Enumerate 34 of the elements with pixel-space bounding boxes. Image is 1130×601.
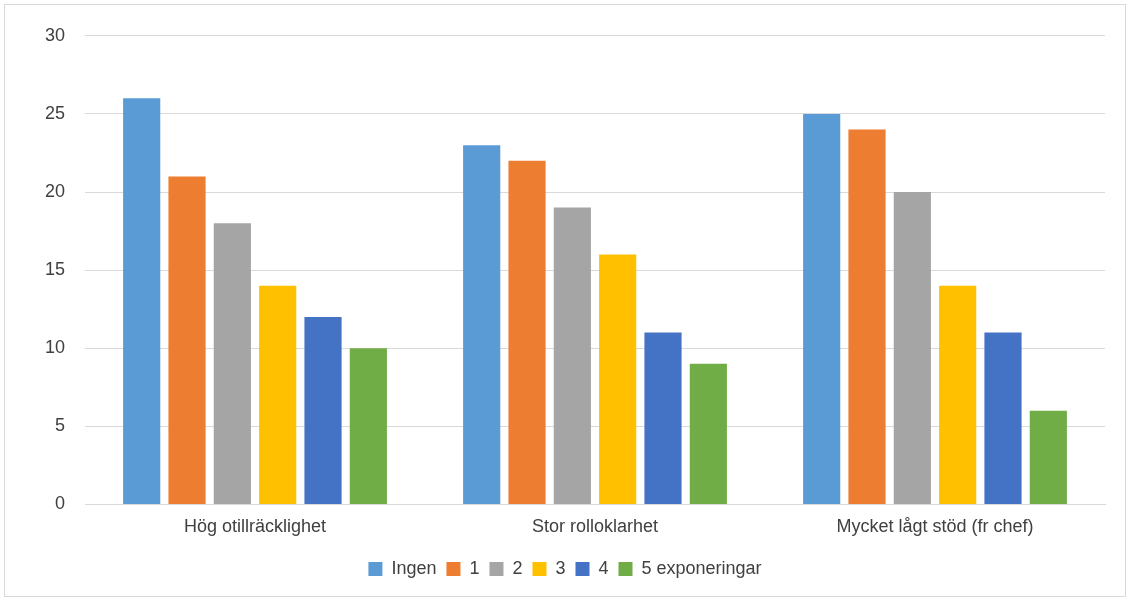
y-tick-label: 5 [55, 415, 66, 436]
bar [123, 98, 161, 504]
x-tick-label: Hög otillräcklighet [183, 516, 327, 537]
bar [893, 192, 931, 504]
legend-label: 4 [598, 557, 609, 578]
bar [213, 223, 251, 504]
x-tick-label: Mycket lågt stöd (fr chef) [836, 516, 1034, 537]
bar [689, 363, 727, 504]
y-tick-label: 15 [44, 259, 66, 280]
y-tick-label: 0 [55, 493, 66, 514]
y-tick-label: 20 [44, 180, 66, 201]
bar [1029, 410, 1067, 504]
bar [304, 316, 342, 504]
bar [463, 145, 501, 504]
legend-label: 2 [512, 557, 523, 578]
legend-label: 3 [555, 557, 566, 578]
bar [168, 176, 206, 504]
x-tick-label: Stor rolloklarhet [531, 516, 659, 537]
y-tick-label: 10 [44, 337, 66, 358]
bar [939, 285, 977, 504]
legend-label: 5 exponeringar [641, 557, 762, 578]
bar [508, 160, 546, 504]
bar [644, 332, 682, 504]
bar [984, 332, 1022, 504]
bar [848, 129, 886, 504]
bar [349, 348, 387, 504]
bar [553, 207, 591, 504]
legend-label: Ingen [391, 557, 437, 578]
y-tick-label: 25 [44, 102, 66, 123]
y-tick-label: 30 [44, 24, 66, 45]
bar [599, 254, 637, 504]
bar [259, 285, 297, 504]
legend-label: 1 [469, 557, 480, 578]
bar [803, 113, 841, 504]
